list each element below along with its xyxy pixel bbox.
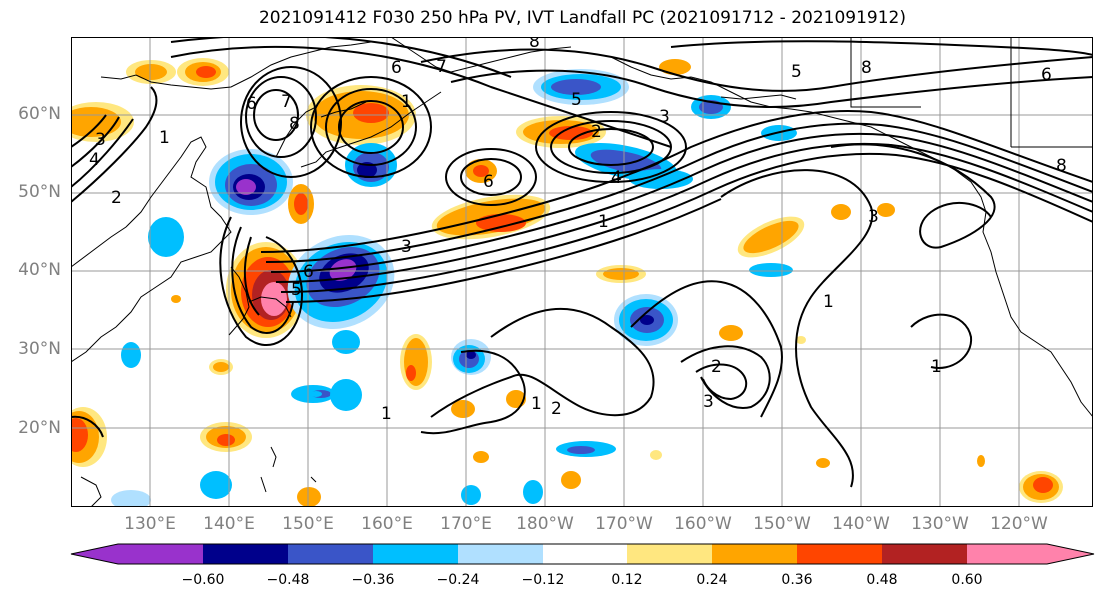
colorbar-tick: −0.48 — [266, 572, 310, 588]
contour-label: 8 — [1056, 156, 1067, 176]
lon-label-140w: 140°W — [832, 514, 890, 534]
map-canvas: 3 1 4 2 6 7 8 1 6 7 8 5 3 1 2 4 5 8 6 8 … — [71, 37, 1093, 507]
colorbar-segment — [712, 544, 797, 564]
contour-label: 5 — [571, 90, 582, 110]
colorbar-tick: 0.24 — [696, 572, 728, 588]
contour-label: 5 — [791, 62, 802, 82]
lon-label-170e: 170°E — [440, 514, 492, 534]
colorbar-segment — [373, 544, 458, 564]
lat-label-40n: 40°N — [18, 260, 61, 280]
contour-label: 1 — [159, 128, 170, 148]
contour-label: 2 — [111, 188, 122, 208]
contour-label: 8 — [861, 58, 872, 78]
contour-label: 2 — [591, 122, 602, 142]
colorbar-segment — [458, 544, 543, 564]
contour-label: 3 — [401, 237, 412, 257]
colorbar-segment — [203, 544, 288, 564]
lon-label-130w: 130°W — [911, 514, 969, 534]
contour-label: 3 — [703, 392, 714, 412]
colorbar-tick: −0.60 — [181, 572, 225, 588]
lat-label-60n: 60°N — [18, 104, 61, 124]
contour-label-group: 3 1 4 2 6 7 8 1 6 7 8 5 3 1 2 4 5 8 6 8 … — [89, 37, 1067, 424]
colorbar — [70, 543, 1095, 565]
map-title: 2021091412 F030 250 hPa PV, IVT Landfall… — [258, 8, 906, 28]
colorbar-segment — [797, 544, 882, 564]
colorbar-tick: 0.60 — [951, 572, 983, 588]
contour-label: 6 — [391, 58, 402, 78]
lat-label-20n: 20°N — [18, 418, 61, 438]
colorbar-segment — [288, 544, 373, 564]
coastlines — [71, 37, 1093, 507]
lat-label-50n: 50°N — [18, 182, 61, 202]
lon-label-170w: 170°W — [595, 514, 653, 534]
contour-label: 1 — [381, 404, 392, 424]
contour-label: 5 — [291, 280, 302, 300]
lon-label-120w: 120°W — [990, 514, 1048, 534]
contour-label: 6 — [483, 172, 494, 192]
contour-label: 3 — [659, 107, 670, 127]
contour-label: 3 — [95, 130, 106, 150]
contour-label: 6 — [1041, 65, 1052, 85]
lon-label-160w: 160°W — [674, 514, 732, 534]
contour-label: 7 — [436, 57, 447, 77]
map-plot-area: 3 1 4 2 6 7 8 1 6 7 8 5 3 1 2 4 5 8 6 8 … — [71, 37, 1093, 507]
colorbar-segments — [71, 544, 1094, 564]
contour-label: 3 — [868, 207, 879, 227]
colorbar-segment — [543, 544, 627, 564]
lon-label-180w: 180°W — [516, 514, 574, 534]
contour-label: 1 — [531, 394, 542, 414]
contour-label: 6 — [303, 262, 314, 282]
lat-label-30n: 30°N — [18, 339, 61, 359]
contour-label: 1 — [931, 357, 942, 377]
lon-label-150e: 150°E — [282, 514, 334, 534]
colorbar-tick: 0.12 — [611, 572, 643, 588]
colorbar-tick: 0.48 — [866, 572, 898, 588]
colorbar-segment — [627, 544, 712, 564]
contour-label: 7 — [281, 92, 292, 112]
colorbar-tick: −0.36 — [351, 572, 395, 588]
colorbar-tick: 0.36 — [781, 572, 813, 588]
contour-label: 8 — [529, 37, 540, 52]
lon-label-150w: 150°W — [753, 514, 811, 534]
contour-label: 4 — [89, 150, 100, 170]
colorbar-segment — [882, 544, 967, 564]
contour-label: 1 — [823, 292, 834, 312]
contour-label: 8 — [289, 114, 300, 134]
pv-shading — [71, 58, 1063, 507]
lon-label-160e: 160°E — [361, 514, 413, 534]
colorbar-segment — [71, 544, 203, 564]
colorbar-segment — [967, 544, 1094, 564]
contour-label: 6 — [246, 94, 257, 114]
contour-label: 1 — [401, 92, 412, 112]
contour-label: 2 — [551, 399, 562, 419]
lon-label-130e: 130°E — [124, 514, 176, 534]
lon-label-140e: 140°E — [203, 514, 255, 534]
colorbar-tick: −0.12 — [521, 572, 565, 588]
contour-label: 1 — [598, 212, 609, 232]
contour-label: 2 — [711, 357, 722, 377]
contour-label: 4 — [611, 168, 622, 188]
colorbar-tick: −0.24 — [436, 572, 480, 588]
